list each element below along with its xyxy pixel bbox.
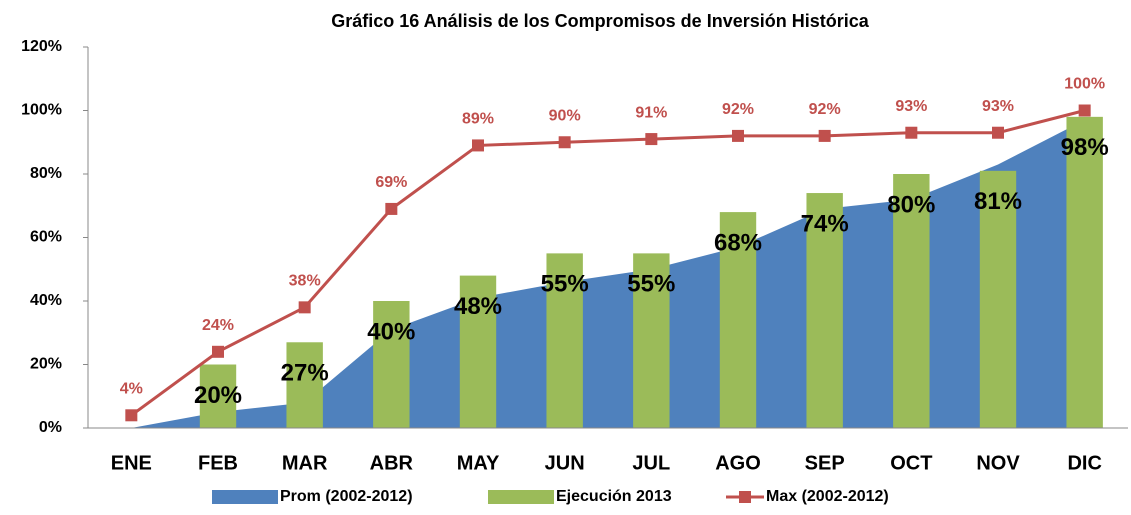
marker — [125, 409, 138, 422]
marker — [818, 129, 831, 142]
marker — [905, 126, 918, 139]
bar — [806, 193, 843, 428]
x-tick-label: NOV — [976, 452, 1020, 474]
data-label: 92% — [809, 101, 841, 118]
data-label: 81% — [974, 188, 1022, 215]
legend-label: Ejecución 2013 — [556, 488, 672, 505]
area — [131, 120, 1085, 429]
x-tick-label: DIC — [1067, 452, 1101, 474]
bar — [286, 342, 323, 428]
x-tick-label: JUN — [545, 452, 585, 474]
bar — [459, 275, 497, 428]
data-label: 74% — [801, 210, 849, 237]
legend-swatch — [488, 490, 554, 504]
x-tick-label: ENE — [111, 452, 152, 474]
marker — [298, 301, 311, 314]
data-label: 68% — [714, 229, 762, 256]
bar — [893, 174, 930, 428]
data-label: 55% — [541, 271, 589, 298]
data-label: 24% — [202, 317, 234, 334]
legend-label: Max (2002-2012) — [766, 488, 889, 505]
x-tick-label: OCT — [890, 452, 932, 474]
bar — [1066, 116, 1103, 428]
marker — [385, 202, 398, 215]
y-tick-label: 60% — [30, 229, 62, 246]
x-tick-label: ABR — [370, 452, 414, 474]
x-tick-label: AGO — [715, 452, 761, 474]
marker — [645, 133, 658, 146]
x-tick-label: FEB — [198, 452, 238, 474]
marker — [1078, 104, 1091, 117]
data-label: 69% — [375, 174, 407, 191]
data-label: 93% — [895, 98, 927, 115]
y-tick-label: 0% — [39, 419, 62, 436]
legend-swatch — [739, 491, 751, 503]
data-label: 48% — [454, 293, 502, 320]
x-tick-label: SEP — [805, 452, 845, 474]
data-label: 80% — [887, 191, 935, 218]
bar — [199, 364, 237, 428]
data-label: 98% — [1061, 134, 1109, 161]
data-label: 89% — [462, 111, 494, 128]
bar — [979, 170, 1017, 428]
x-tick-label: MAY — [457, 452, 500, 474]
data-label: 38% — [289, 273, 321, 290]
y-tick-label: 120% — [21, 38, 62, 55]
legend-swatch — [212, 490, 278, 504]
y-tick-label: 80% — [30, 165, 62, 182]
bar — [633, 253, 670, 428]
marker — [212, 345, 224, 358]
chart-title: Gráfico 16 Análisis de los Compromisos d… — [331, 11, 869, 31]
line — [130, 109, 1086, 417]
data-label: 91% — [635, 104, 667, 121]
y-tick-label: 40% — [30, 292, 62, 309]
x-tick-label: MAR — [282, 452, 328, 474]
bar — [546, 253, 583, 428]
bar — [373, 301, 410, 428]
data-label: 55% — [627, 271, 675, 298]
y-tick-label: 20% — [30, 356, 62, 373]
data-label: 4% — [120, 381, 143, 398]
data-label: 20% — [194, 382, 242, 409]
marker — [558, 136, 571, 149]
data-label: 40% — [367, 318, 415, 345]
y-tick-label: 100% — [21, 102, 62, 119]
data-label: 92% — [722, 101, 754, 118]
data-label: 93% — [982, 98, 1014, 115]
legend-label: Prom (2002-2012) — [280, 488, 413, 505]
marker — [472, 139, 484, 152]
data-label: 90% — [549, 107, 581, 124]
bar — [719, 212, 757, 428]
x-tick-label: JUL — [632, 452, 670, 474]
marker — [732, 129, 744, 142]
marker — [992, 126, 1004, 139]
data-label: 27% — [281, 360, 329, 387]
data-label: 100% — [1064, 76, 1105, 93]
